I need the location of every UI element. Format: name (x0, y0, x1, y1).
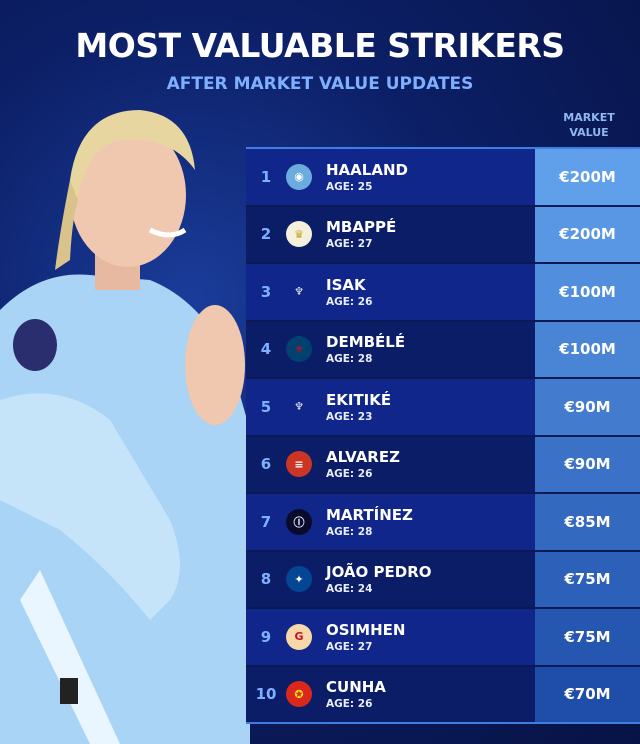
market-value: €100M (535, 321, 640, 377)
real-madrid-crest-icon: ♛ (286, 221, 312, 248)
player-age: AGE: 25 (326, 180, 373, 193)
atletico-madrid-crest-icon: ≡ (286, 451, 312, 478)
player-age: AGE: 24 (326, 583, 373, 596)
rank-number: 8 (260, 570, 272, 589)
table-row: 7 Ⓘ MARTÍNEZ AGE: 28 €85M (246, 494, 640, 552)
inter-crest-icon: Ⓘ (286, 508, 312, 535)
player-name: MARTÍNEZ (326, 505, 413, 524)
player-name: DEMBÉLÉ (326, 333, 406, 352)
psg-crest-icon: ⚜ (286, 336, 312, 363)
rank-number: 10 (255, 685, 277, 704)
market-value: €75M (535, 609, 640, 665)
table-row: 2 ♛ MBAPPÉ AGE: 27 €200M (246, 206, 640, 264)
strikers-table: 1 ◉ HAALAND AGE: 25 €200M 2 ♛ MBAPPÉ AGE… (246, 147, 640, 724)
table-row: 8 ✦ JOÃO PEDRO AGE: 24 €75M (246, 551, 640, 609)
player-name: OSIMHEN (326, 620, 406, 639)
player-name: ALVAREZ (326, 448, 400, 467)
market-value-header: MARKET VALUE (563, 111, 615, 139)
rank-number: 9 (260, 627, 272, 646)
page-subtitle: AFTER MARKET VALUE UPDATES (166, 74, 474, 94)
player-age: AGE: 27 (326, 238, 373, 251)
player-name: EKITIKÉ (326, 390, 392, 409)
player-name: HAALAND (326, 160, 408, 179)
market-value: €100M (535, 264, 640, 320)
player-age: AGE: 26 (326, 698, 373, 711)
player-name: MBAPPÉ (326, 218, 397, 237)
table-row: 5 ♆ EKITIKÉ AGE: 23 €90M (246, 379, 640, 437)
market-value: €90M (535, 379, 640, 435)
player-photo (0, 110, 250, 744)
player-age: AGE: 27 (326, 640, 373, 653)
rank-number: 4 (260, 340, 272, 359)
rank-number: 5 (260, 397, 272, 416)
player-age: AGE: 28 (326, 525, 373, 538)
table-row: 1 ◉ HAALAND AGE: 25 €200M (246, 149, 640, 207)
table-row: 10 ✪ CUNHA AGE: 26 €70M (246, 666, 640, 722)
page-title: MOST VALUABLE STRIKERS (75, 26, 565, 65)
player-age: AGE: 26 (326, 468, 373, 481)
player-age: AGE: 28 (326, 353, 373, 366)
liverpool-crest-icon: ♆ (294, 400, 304, 414)
rank-number: 6 (260, 455, 272, 474)
player-name: CUNHA (326, 678, 386, 697)
table-row: 9 G OSIMHEN AGE: 27 €75M (246, 609, 640, 667)
market-value: €200M (535, 149, 640, 205)
rank-number: 1 (260, 167, 272, 186)
market-value: €90M (535, 436, 640, 492)
manchester-united-crest-icon: ✪ (286, 681, 312, 708)
player-age: AGE: 23 (326, 410, 373, 423)
market-value: €75M (535, 551, 640, 607)
player-name: ISAK (326, 275, 366, 294)
rank-number: 7 (260, 512, 272, 531)
table-row: 4 ⚜ DEMBÉLÉ AGE: 28 €100M (246, 321, 640, 379)
market-value: €85M (535, 494, 640, 550)
chelsea-crest-icon: ✦ (286, 566, 312, 593)
market-value: €70M (535, 666, 640, 722)
player-age: AGE: 26 (326, 295, 373, 308)
player-name: JOÃO PEDRO (326, 563, 432, 582)
market-value: €200M (535, 206, 640, 262)
table-row: 6 ≡ ALVAREZ AGE: 26 €90M (246, 436, 640, 494)
manchester-city-crest-icon: ◉ (286, 163, 312, 190)
table-row: 3 ♆ ISAK AGE: 26 €100M (246, 264, 640, 322)
rank-number: 2 (260, 225, 272, 244)
galatasaray-crest-icon: G (286, 623, 312, 650)
liverpool-crest-icon: ♆ (294, 285, 304, 299)
rank-number: 3 (260, 282, 272, 301)
